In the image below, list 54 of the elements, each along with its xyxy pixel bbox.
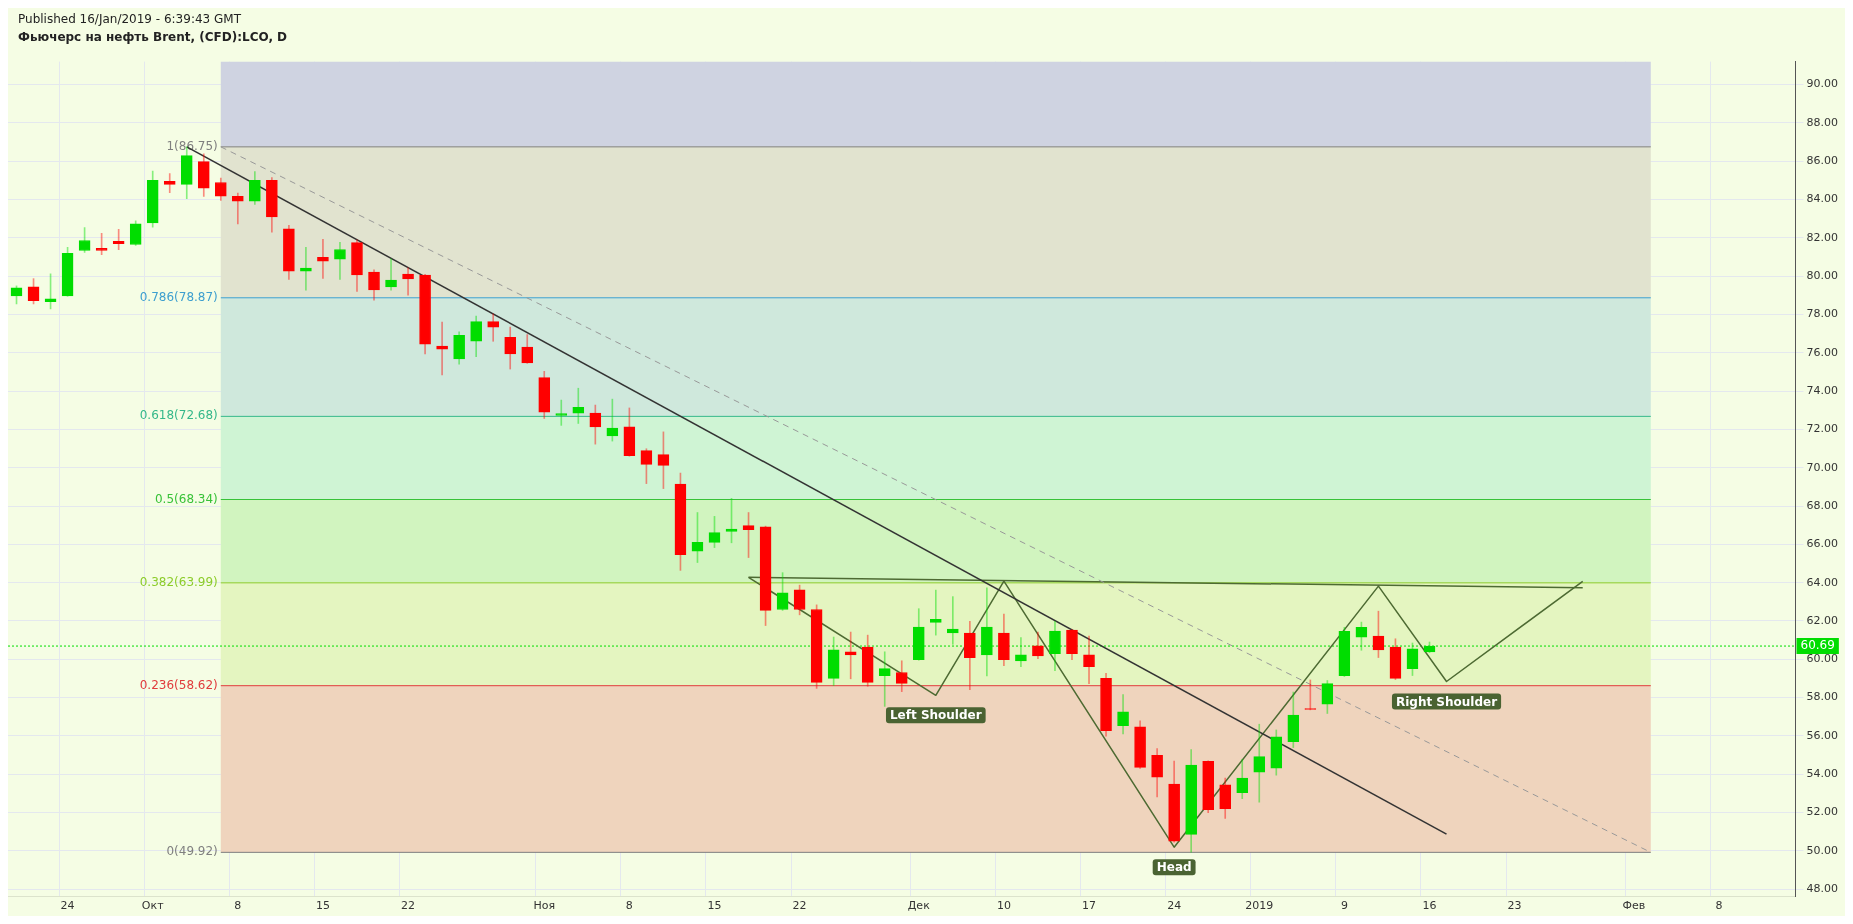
x-tick-label: 22 — [401, 899, 416, 913]
x-tick-label: 24 — [1167, 899, 1182, 913]
ref-line-label: 0.618(72.68) — [139, 408, 218, 423]
data-label: Right Shoulder — [1395, 694, 1498, 709]
y-tick-label: 74.00 — [1806, 383, 1839, 397]
x-tick-label: Ноя — [533, 899, 556, 913]
x-tick-label: 24 — [60, 899, 75, 913]
x-tick-label: Дек — [907, 899, 931, 913]
x-tick-label: 10 — [996, 899, 1011, 913]
ref-line-label: 0.5(68.34) — [154, 491, 218, 506]
y-tick-label: 66.00 — [1806, 537, 1839, 551]
ref-line-label: 0.236(58.62) — [139, 677, 218, 692]
y-tick-label: 84.00 — [1806, 192, 1839, 206]
y-tick-label: 48.00 — [1806, 882, 1839, 895]
x-tick-label: 23 — [1507, 899, 1522, 913]
x-tick-label: 9 — [1340, 899, 1348, 913]
x-tick-label: Окт — [141, 899, 165, 913]
y-tick-label: 68.00 — [1806, 498, 1839, 512]
ref-line-label: 1(86.75) — [166, 138, 218, 153]
data-label: Left Shoulder — [889, 708, 982, 723]
ref-line-label: 60.69 — [1800, 638, 1835, 653]
y-tick-label: 56.00 — [1806, 728, 1839, 742]
y-tick-label: 86.00 — [1806, 154, 1839, 168]
text: Published 16/Jan/2019 - 6:39:43 GMT — [18, 12, 242, 26]
x-tick-label: 8 — [625, 899, 633, 913]
x-tick-label: 15 — [315, 899, 330, 913]
y-tick-label: 80.00 — [1806, 269, 1839, 283]
y-tick-label: 50.00 — [1806, 843, 1839, 857]
data-label: Head — [1156, 860, 1192, 875]
y-tick-label: 72.00 — [1806, 422, 1839, 436]
x-tick-label: 8 — [234, 899, 242, 913]
x-tick-label: Фев — [1622, 899, 1646, 913]
y-tick-label: 54.00 — [1806, 767, 1839, 781]
y-tick-label: 58.00 — [1806, 690, 1839, 704]
x-tick-label: 16 — [1422, 899, 1437, 913]
y-tick-label: 60.00 — [1806, 652, 1839, 666]
y-tick-label: 52.00 — [1806, 805, 1839, 819]
ref-line-label: 0(49.92) — [166, 844, 218, 859]
y-tick-label: 88.00 — [1806, 115, 1839, 129]
y-tick-label: 90.00 — [1806, 77, 1839, 91]
y-tick-label: 78.00 — [1806, 307, 1839, 321]
x-tick-label: 22 — [792, 899, 807, 913]
ref-line-label: 0.786(78.87) — [139, 289, 218, 304]
y-tick-label: 70.00 — [1806, 460, 1839, 474]
y-tick-label: 64.00 — [1806, 575, 1839, 589]
y-tick-label: 76.00 — [1806, 345, 1839, 359]
x-tick-label: 8 — [1715, 899, 1723, 913]
x-tick-label: 2019 — [1245, 899, 1274, 913]
x-tick-label: 15 — [707, 899, 722, 913]
chart-title: Фьючерс на нефть Brent, (CFD):LCO, D — [18, 30, 289, 44]
ref-line-label: 0.382(63.99) — [139, 574, 218, 589]
x-tick-label: 17 — [1082, 899, 1097, 913]
y-tick-label: 62.00 — [1806, 613, 1839, 627]
y-tick-label: 82.00 — [1806, 230, 1839, 244]
